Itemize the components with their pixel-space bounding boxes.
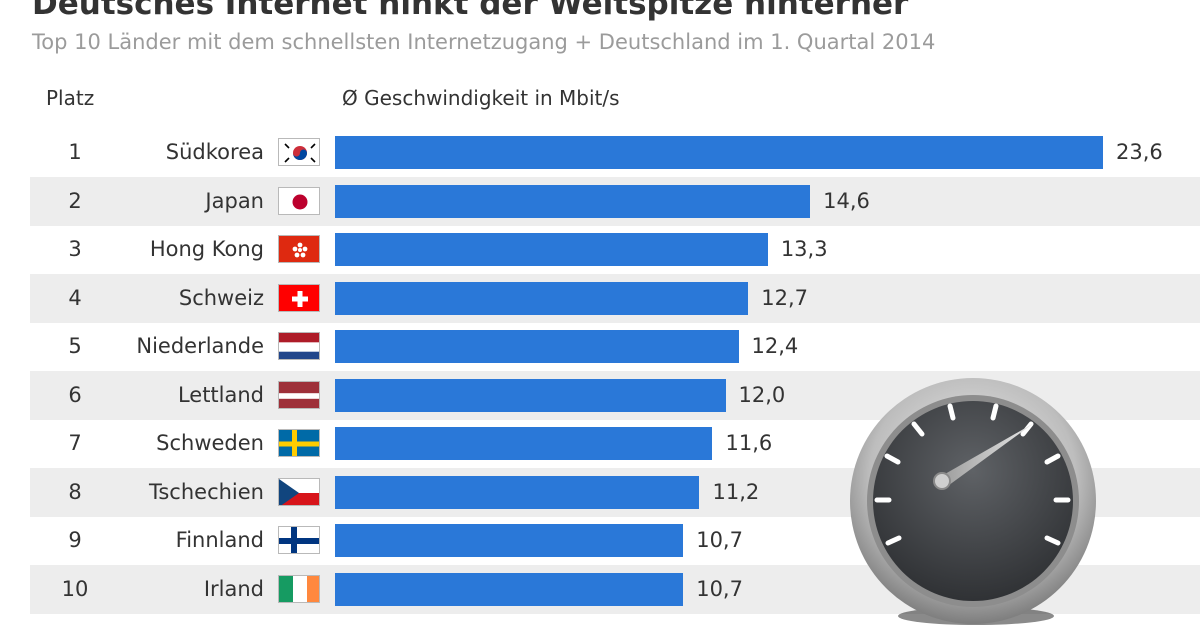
bar <box>335 572 684 606</box>
rank-label: 5 <box>68 334 82 358</box>
czech-republic-flag-icon <box>278 477 320 506</box>
finland-flag-icon <box>278 526 320 554</box>
bar <box>335 330 739 363</box>
table-row: 10 Irland 10,7 <box>30 564 1200 614</box>
rank-label: 3 <box>68 237 82 261</box>
rank-label: 1 <box>68 140 82 164</box>
category-label: Irland <box>203 576 264 601</box>
rank-label: 8 <box>68 479 82 504</box>
bar <box>335 281 749 315</box>
table-row: 7 Schweden 11,6 <box>30 419 1200 468</box>
speedometer-icon <box>850 378 1096 625</box>
rank-label: 4 <box>68 285 82 310</box>
bar <box>335 136 1103 169</box>
category-label: Schweiz <box>178 285 264 310</box>
category-label: Finnland <box>175 528 264 552</box>
japan-flag-icon <box>278 186 320 215</box>
data-label: 12,0 <box>738 382 786 407</box>
category-label: Niederlande <box>136 334 264 358</box>
ireland-flag-icon <box>278 574 320 603</box>
table-row: 5 Niederlande 12,4 <box>30 322 1200 371</box>
data-label: 11,2 <box>712 479 760 504</box>
bar <box>335 378 726 412</box>
bar <box>335 524 684 557</box>
bar <box>335 427 713 460</box>
bar <box>335 233 768 266</box>
table-row: 9 Finnland 10,7 <box>30 516 1200 565</box>
category-label: Schweden <box>156 431 264 455</box>
rank-label: 7 <box>68 431 82 455</box>
data-label: 23,6 <box>1116 140 1163 164</box>
chart-title: Deutsches Internet hinkt der Weltspitze … <box>32 0 909 22</box>
south-korea-flag-icon <box>278 138 320 166</box>
switzerland-flag-icon <box>278 283 320 312</box>
category-label: Tschechien <box>149 479 264 504</box>
netherlands-flag-icon <box>278 332 320 360</box>
data-label: 12,4 <box>751 334 799 358</box>
data-label: 12,7 <box>761 285 809 310</box>
sweden-flag-icon <box>278 429 320 457</box>
category-label: Japan <box>205 188 264 213</box>
category-label: Südkorea <box>165 140 264 164</box>
data-label: 14,6 <box>823 188 870 213</box>
table-row: 2 Japan 14,6 <box>30 176 1200 226</box>
latvia-flag-icon <box>278 380 320 409</box>
bar <box>335 184 811 218</box>
table-row: 4 Schweiz 12,7 <box>30 273 1200 323</box>
data-label: 13,3 <box>780 237 828 261</box>
rank-label: 9 <box>68 528 82 552</box>
value-column-header: Ø Geschwindigkeit in Mbit/s <box>342 86 620 110</box>
data-label: 11,6 <box>725 431 773 455</box>
category-label: Lettland <box>177 382 264 407</box>
rank-column-header: Platz <box>46 86 95 110</box>
data-label: 10,7 <box>696 528 743 552</box>
rank-label: 6 <box>68 382 82 407</box>
bar <box>335 475 700 509</box>
data-label: 10,7 <box>696 576 743 601</box>
rank-label: 10 <box>61 576 89 601</box>
table-row: 3 Hong Kong 13,3 <box>30 225 1200 274</box>
rank-label: 2 <box>68 188 82 213</box>
hong-kong-flag-icon <box>278 235 320 263</box>
category-label: Hong Kong <box>149 237 264 261</box>
table-row: 1 Südkorea 23,6 <box>30 128 1200 177</box>
chart-subtitle: Top 10 Länder mit dem schnellsten Intern… <box>32 30 936 54</box>
